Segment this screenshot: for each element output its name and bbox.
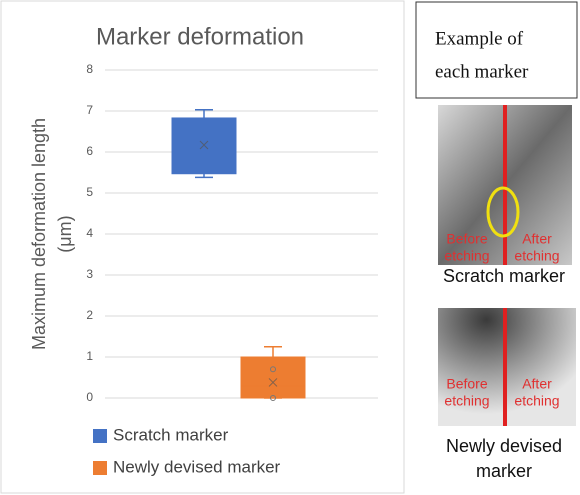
- legend-label: Scratch marker: [113, 425, 229, 444]
- y-tick-label: 1: [86, 349, 93, 363]
- highlight: [486, 186, 520, 238]
- example-title: Example of: [435, 28, 524, 49]
- y-tick-label: 7: [86, 103, 93, 117]
- before-label: Before: [446, 376, 487, 392]
- after-label: etching: [514, 393, 559, 409]
- chart-title: Marker deformation: [96, 23, 304, 50]
- caption: Newly devised: [446, 436, 562, 456]
- before-label: Before: [446, 231, 487, 247]
- caption: marker: [476, 461, 532, 481]
- legend-swatch: [93, 429, 107, 443]
- y-tick-label: 2: [86, 308, 93, 322]
- point: [270, 366, 276, 373]
- point: [270, 395, 276, 401]
- legend-swatch: [93, 461, 107, 475]
- after-label: After: [522, 376, 552, 392]
- y-tick-label: 5: [86, 185, 93, 199]
- y-axis-label: Maximum deformation length: [29, 118, 49, 350]
- mean-marker: [199, 140, 209, 150]
- y-tick-label: 0: [86, 390, 93, 404]
- legend-label: Newly devised marker: [113, 457, 281, 476]
- example-title: each marker: [435, 61, 529, 82]
- y-tick-label: 8: [86, 62, 93, 76]
- before-label: etching: [444, 393, 489, 409]
- y-axis-label: (μm): [55, 215, 75, 252]
- y-tick-label: 3: [86, 267, 93, 281]
- box: [240, 356, 306, 399]
- box: [171, 117, 237, 175]
- example-title-box: [415, 1, 578, 99]
- mean-marker: [268, 378, 278, 387]
- before-label: etching: [444, 248, 489, 264]
- caption: Scratch marker: [443, 266, 565, 286]
- after-label: etching: [514, 248, 559, 264]
- y-tick-label: 6: [86, 144, 93, 158]
- after-label: After: [522, 231, 552, 247]
- y-tick-label: 4: [86, 226, 93, 240]
- chart-frame: [0, 0, 405, 494]
